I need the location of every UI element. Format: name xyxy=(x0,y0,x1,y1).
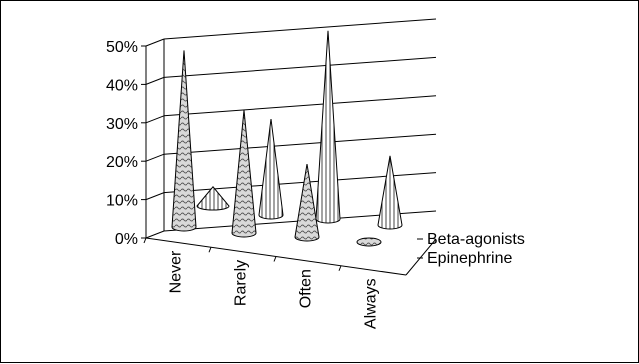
cone-epinephrine-0 xyxy=(171,50,197,232)
gridline xyxy=(163,95,437,117)
gridline-left xyxy=(145,153,165,162)
x-tick xyxy=(143,237,147,244)
series-label: Epinephrine xyxy=(427,250,513,267)
cone-epinephrine-2 xyxy=(294,163,320,242)
gridline-left xyxy=(145,76,165,85)
gridline-left xyxy=(145,38,165,47)
cone-epinephrine-3 xyxy=(356,237,382,247)
depth-axis xyxy=(405,238,437,276)
cone-beta-agonists-3 xyxy=(377,155,403,230)
chart-axes xyxy=(141,45,437,276)
gridline xyxy=(163,18,437,40)
chart-walls xyxy=(145,18,437,239)
cone-epinephrine-1 xyxy=(231,110,257,238)
x-tick-label: Rarely xyxy=(233,260,250,306)
gridline xyxy=(163,56,437,78)
x-tick-label: Never xyxy=(168,250,185,293)
x-tick-label: Often xyxy=(298,269,315,308)
gridline xyxy=(163,133,437,155)
gridline-left xyxy=(145,192,165,201)
y-tick-label: 10% xyxy=(106,193,138,210)
chart-labels: 0% 10% 20% 30% 40% 50% Never Rarely Often Always B… xyxy=(106,39,525,329)
y-tick-label: 40% xyxy=(106,77,138,94)
gridline-left xyxy=(145,230,165,239)
x-tick-label: Always xyxy=(363,278,380,329)
x-tick xyxy=(208,247,212,253)
cone-beta-agonists-0 xyxy=(196,186,230,211)
y-tick-label: 50% xyxy=(106,39,138,56)
x-tick xyxy=(338,265,342,271)
y-tick-label: 0% xyxy=(115,231,138,248)
chart-cones xyxy=(171,30,403,247)
cone-beta-agonists-1 xyxy=(258,118,284,220)
series-label: Beta-agonists xyxy=(427,231,525,248)
x-tick xyxy=(273,256,277,262)
cone-beta-agonists-2 xyxy=(315,30,341,224)
y-tick-label: 20% xyxy=(106,154,138,171)
y-tick-label: 30% xyxy=(106,116,138,133)
gridline-left xyxy=(145,115,165,124)
